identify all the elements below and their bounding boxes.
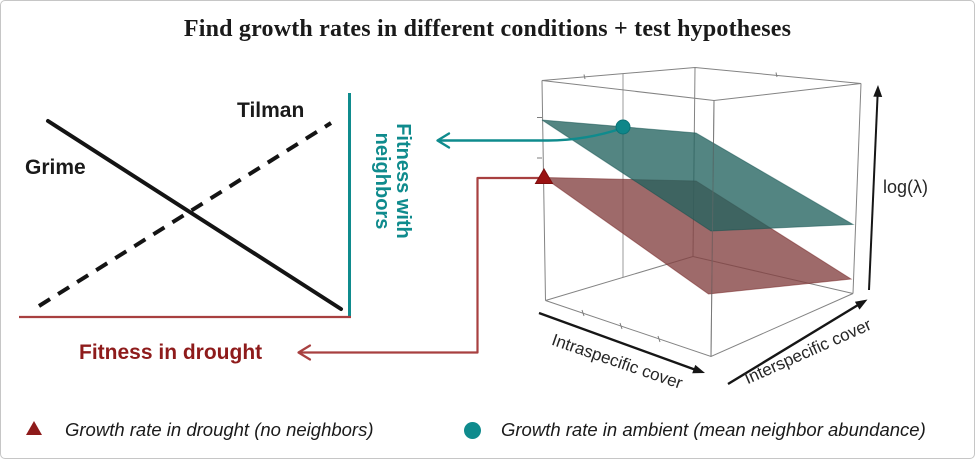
fitness-with-neighbors-label: Fitness with neighbors [371,121,414,241]
legend-circle-icon [464,422,481,439]
interspecific-axis-arrow [727,303,859,386]
drought-connector-arrow [297,176,546,361]
ambient-fitness-plane [541,119,855,232]
log-lambda-label: log(λ) [883,177,929,197]
tilman-line [37,121,333,308]
figure-title: Find growth rates in different condition… [183,16,792,42]
fitness-with-neighbors-line2: neighbors [371,132,393,230]
tilman-label: Tilman [237,99,305,122]
legend-drought-label: Growth rate in drought (no neighbors) [65,419,374,440]
grime-label: Grime [25,156,86,179]
cube-top-face [541,66,862,102]
interspecific-arrowhead [854,299,868,310]
legend-ambient-label: Growth rate in ambient (mean neighbor ab… [501,419,926,440]
legend-triangle-icon [26,421,42,435]
grime-line [46,119,343,311]
ambient-connector-arrow [436,126,625,149]
plot3d-axes [538,85,883,386]
fitness-in-drought-label: Fitness in drought [79,341,263,364]
fitness-with-neighbors-line1: Fitness with [392,123,414,239]
log-lambda-arrowhead [873,85,883,97]
intraspecific-arrowhead [692,364,705,374]
drought-growth-point [534,168,554,184]
cube-front-edge [710,100,715,357]
ambient-growth-point [615,119,631,135]
cube-tick-marks [537,72,778,343]
hypotheses-plot [19,93,351,319]
intraspecific-axis-arrow [538,311,697,372]
log-lambda-axis-arrow [868,94,879,291]
